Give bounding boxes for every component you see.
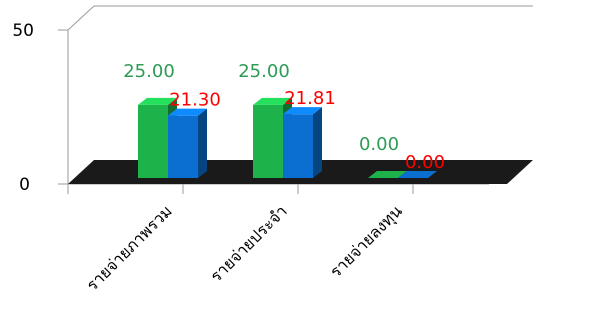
bar-top xyxy=(398,171,437,178)
bar-side xyxy=(313,107,322,178)
bar-top xyxy=(138,97,177,105)
bars xyxy=(138,97,437,178)
bar-front xyxy=(168,115,198,178)
tick-labels: 0 50 xyxy=(12,21,34,195)
bar-top xyxy=(253,97,292,105)
y-tick-label-50: 50 xyxy=(12,21,34,41)
data-label: 21.81 xyxy=(284,88,336,109)
bar-top xyxy=(168,108,207,116)
data-label: 25.00 xyxy=(123,61,175,82)
bar-front xyxy=(138,104,168,178)
y-axis-top-edge xyxy=(67,5,95,31)
data-label: 0.00 xyxy=(405,152,445,173)
category-label: รายจ่ายประจำ xyxy=(206,201,290,285)
category-labels: รายจ่ายภาพรวม รายจ่ายประจำ รายจ่ายลงทุน xyxy=(83,201,407,294)
data-label: 25.00 xyxy=(238,61,290,82)
category-label: รายจ่ายภาพรวม xyxy=(83,201,176,294)
data-labels: 25.00 21.30 25.00 21.81 0.00 0.00 xyxy=(123,61,445,173)
category-label: รายจ่ายลงทุน xyxy=(326,201,407,282)
bar-side xyxy=(198,108,207,178)
data-label: 21.30 xyxy=(169,90,221,111)
bar-front xyxy=(253,104,283,178)
bar xyxy=(368,171,407,178)
bar xyxy=(168,108,207,178)
bar-front xyxy=(283,114,313,178)
bar xyxy=(283,107,322,178)
y-tick-label-0: 0 xyxy=(19,175,30,195)
bar xyxy=(398,171,437,178)
bar-top xyxy=(283,107,322,115)
bar-top xyxy=(368,171,407,178)
data-label: 0.00 xyxy=(359,134,399,155)
